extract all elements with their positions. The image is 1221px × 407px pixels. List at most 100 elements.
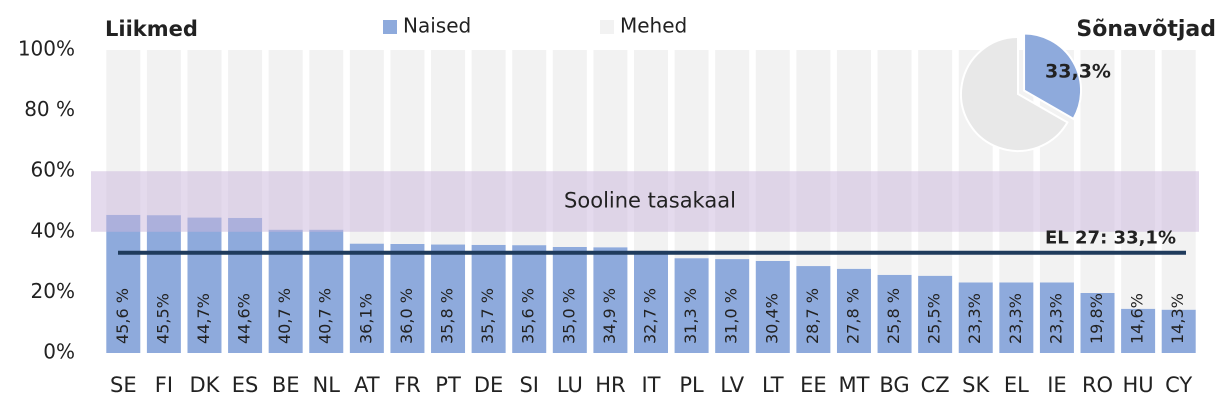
value-label: 30,4% [762,293,781,344]
bar-segment [309,229,344,353]
y-tick-label: 20% [31,279,75,303]
bar-segment [1039,282,1074,353]
value-label: 34,9 % [600,288,619,344]
value-label: 44,6% [235,293,254,344]
x-tick-label: AT [354,373,380,397]
legend-swatch [600,20,614,34]
x-tick-label: CZ [921,373,950,397]
pie-slice [960,35,1069,152]
value-label: 35,8 % [438,288,457,344]
value-label: 14,3% [1168,293,1187,344]
bar-segment [755,260,790,353]
band-label: Sooline tasakaal [564,189,736,213]
x-tick-label: FI [155,373,173,397]
chart-title: Liikmed [105,17,198,41]
bar-segment [999,282,1034,353]
bar-segment [431,244,466,353]
legend-label: Naised [403,14,471,38]
value-label: 36,0 % [397,288,416,344]
bar-segment [187,217,222,353]
x-tick-label: LT [762,373,784,397]
value-label: 35,6 % [519,288,538,344]
value-label: 25,8 % [884,288,903,344]
y-tick-label: 0% [43,340,75,364]
bar-segment [877,274,912,353]
bar-segment [512,245,547,353]
x-tick-label: IE [1047,373,1066,397]
x-tick-label: SI [519,373,539,397]
average-label: EL 27: 33,1% [1045,228,1176,249]
x-tick-label: DE [474,373,503,397]
bar-segment [349,243,384,353]
bar-segment [877,50,912,275]
bar-segment [1121,308,1156,353]
value-label: 40,7 % [275,288,294,344]
value-label: 25,5% [925,293,944,344]
value-label: 45,6 % [113,288,132,344]
bar-segment [593,247,628,353]
value-label: 35,0 % [559,288,578,344]
bar-segment [634,253,668,353]
value-label: 14,6% [1128,293,1147,344]
x-tick-label: HR [595,373,625,397]
x-tick-label: SK [962,373,990,397]
x-tick-label: SE [110,373,137,397]
x-tick-label: BE [272,373,300,397]
x-tick-label: MT [838,373,869,397]
bar-segment [918,275,953,353]
bar-segment [1161,309,1196,353]
bar-segment [796,266,831,353]
value-label: 31,3 % [681,288,700,344]
bar-segment [836,268,871,353]
value-label: 28,7 % [803,288,822,344]
x-tick-label: EL [1004,373,1029,397]
pie-value-label: 33,3% [1045,61,1111,83]
bar-segment [106,214,141,353]
x-tick-label: HU [1123,373,1154,397]
y-tick-label: 100% [18,37,75,61]
x-tick-label: DK [190,373,221,397]
balance-band [91,171,1199,232]
bar-segment [268,229,303,353]
legend-label: Mehed [620,14,687,38]
y-tick-label: 80 % [24,97,75,121]
value-label: 45,5% [153,293,172,344]
x-tick-label: CY [1165,373,1192,397]
y-tick-label: 40% [31,218,75,242]
x-tick-label: FR [394,373,421,397]
x-tick-label: RO [1082,373,1113,397]
value-label: 23,3% [1006,293,1025,344]
bar-segment [1080,293,1115,353]
x-tick-label: BG [879,373,909,397]
value-label: 31,0 % [722,288,741,344]
x-tick-label: PT [435,373,461,397]
value-label: 19,8% [1087,293,1106,344]
y-tick-label: 60% [31,158,75,182]
x-tick-label: LU [557,373,583,397]
bar-segment [836,50,871,269]
value-label: 35,7 % [478,288,497,344]
bar-segment [228,217,263,353]
value-label: 36,1% [356,293,375,344]
value-label: 32,7 % [641,288,660,344]
x-tick-label: IT [641,373,660,397]
bar-segment [674,258,709,353]
bar-segment [958,282,993,353]
pie-title: Sõnavõtjad [1076,17,1216,42]
bar-segment [796,50,831,267]
x-tick-label: PL [679,373,704,397]
value-label: 23,3% [965,293,984,344]
bar-segment [471,244,506,353]
bar-segment [552,246,587,353]
value-label: 44,7% [194,293,213,344]
value-label: 23,3% [1046,293,1065,344]
bar-segment [146,215,181,353]
value-label: 40,7 % [316,288,335,344]
value-label: 27,8 % [843,288,862,344]
bar-segment [918,50,953,276]
pie-slice [1023,32,1083,121]
bar-segment [390,243,425,353]
legend-swatch [383,20,397,34]
x-tick-label: EE [800,373,827,397]
